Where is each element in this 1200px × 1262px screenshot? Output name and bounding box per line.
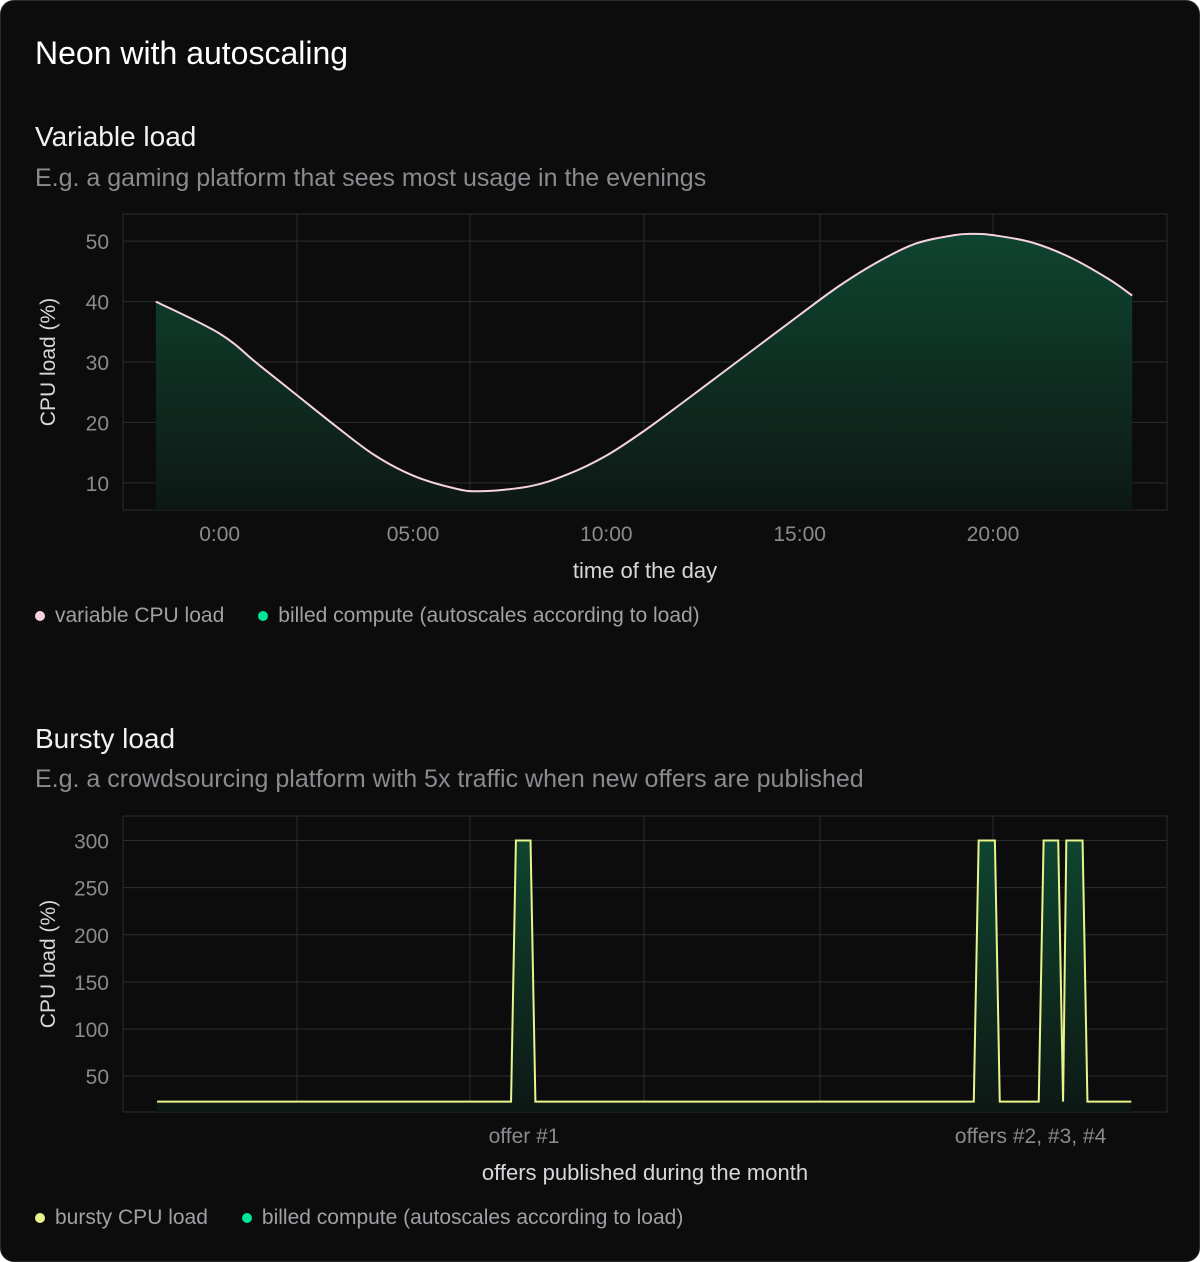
legend-dot-bursty [35,1213,45,1223]
bursty-load-chart: 50 100 150 200 250 300 offer #1 offers #2, #3, … [37,815,1168,1185]
legend-dot-variable [35,611,45,621]
x-tick-label: offer #1 [489,1125,560,1148]
y-tick-label: 20 [86,412,109,435]
y-tick-label: 150 [74,972,109,995]
legend-label-variable: variable CPU load [55,604,225,627]
x-tick-label: 0:00 [199,523,240,546]
y-tick-label: 30 [86,352,109,375]
variable-load-subtitle: E.g. a gaming platform that sees most us… [35,164,707,192]
legend-dot-billed [241,1213,252,1223]
legend-label-bursty: bursty CPU load [55,1206,208,1229]
x-tick-label: 10:00 [580,523,633,546]
bursty-load-subtitle: E.g. a crowdsourcing platform with 5x tr… [35,765,864,793]
y-axis-label: CPU load (%) [37,298,60,426]
legend-label-billed: billed compute (autoscales according to … [278,604,700,627]
x-tick-label: 20:00 [967,523,1020,546]
legend-label-billed: billed compute (autoscales according to … [261,1206,684,1229]
y-tick-label: 10 [86,473,109,496]
bursty-load-legend: bursty CPU load billed compute (autoscal… [35,1206,683,1230]
y-tick-label: 300 [74,831,109,854]
y-tick-label: 40 [86,292,109,315]
plot-frame [122,815,1168,1113]
variable-load-legend: variable CPU load billed compute (autosc… [35,604,700,628]
variable-load-chart: 10 20 30 40 50 0:00 05:00 10:00 15:00 20:00 time o… [37,213,1168,583]
cpu-load-line [157,839,1132,1103]
y-axis-label: CPU load (%) [37,900,60,1028]
legend-dot-billed [258,611,269,621]
y-tick-label: 200 [74,925,109,948]
y-tick-label: 50 [86,1066,109,1089]
card-title: Neon with autoscaling [35,35,349,71]
x-axis-label: offers published during the month [482,1160,808,1185]
y-tick-label: 250 [74,878,109,901]
billed-compute-area [155,233,1133,510]
bursty-load-heading: Bursty load [35,723,176,754]
y-tick-label: 100 [74,1019,109,1042]
x-axis-label: time of the day [573,558,717,583]
y-tick-label: 50 [86,231,109,254]
cpu-load-line [155,232,1133,493]
x-tick-label: 15:00 [773,523,826,546]
x-tick-label: offers #2, #3, #4 [955,1125,1107,1148]
variable-load-heading: Variable load [35,121,197,152]
x-tick-label: 05:00 [387,523,440,546]
